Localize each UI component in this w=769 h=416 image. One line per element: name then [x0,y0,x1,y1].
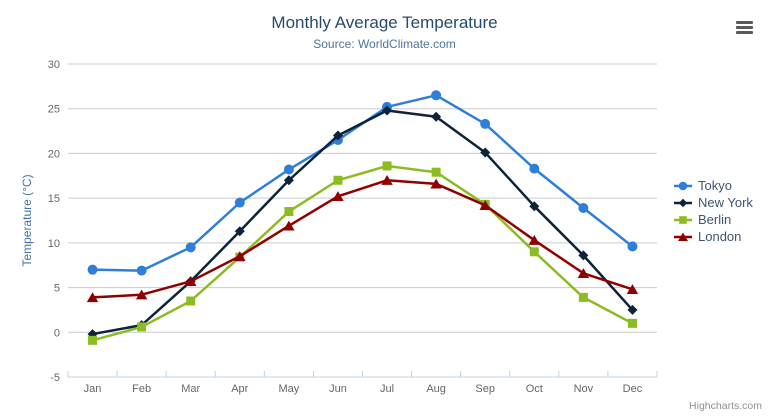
data-point-marker[interactable] [577,268,590,278]
series-new-york [87,105,638,340]
data-point-marker[interactable] [284,207,294,217]
series-line-tokyo [91,94,634,272]
x-axis-label: Aug [426,383,446,395]
data-point-marker[interactable] [578,250,589,261]
data-point-marker [678,198,688,207]
x-axis-label: Mar [181,383,200,395]
chart-subtitle: Source: WorldClimate.com [313,37,456,51]
y-axis-label: 20 [48,148,60,160]
y-axis-label: 5 [54,283,60,295]
data-point-marker[interactable] [480,147,491,158]
data-point-marker[interactable] [578,202,589,213]
data-point-marker[interactable] [578,292,588,302]
data-point-marker[interactable] [431,167,441,177]
x-axis-label: Jul [380,383,394,395]
legend: Tokyo New York Berlin London [673,177,753,245]
legend-symbol-circle-icon [674,181,692,190]
x-axis-label: Apr [231,383,248,395]
x-axis-label: Nov [574,383,594,395]
data-point-marker[interactable] [431,90,442,101]
data-point-marker[interactable] [529,163,540,174]
series-line-london [91,179,634,299]
data-point-marker[interactable] [627,318,637,328]
y-axis-label: 0 [54,327,60,339]
legend-symbol-diamond-icon [674,198,692,207]
data-point-marker[interactable] [234,226,245,237]
x-axis-label: Jun [329,383,347,395]
y-axis-label: -5 [50,372,60,384]
y-axis-label: 15 [48,193,60,205]
data-point-marker[interactable] [627,241,638,252]
data-point-marker[interactable] [333,175,343,185]
legend-label: Berlin [698,212,732,227]
legend-item-berlin[interactable]: Berlin [673,211,753,228]
credits-link[interactable]: Highcharts.com [689,400,762,412]
legend-item-tokyo[interactable]: Tokyo [673,177,753,194]
y-axis-label: 10 [48,238,60,250]
data-point-marker[interactable] [529,201,540,212]
data-point-marker[interactable] [431,111,442,122]
data-point-marker[interactable] [186,296,196,306]
data-point-marker[interactable] [332,191,344,202]
x-axis-label: Feb [132,383,151,395]
hamburger-bar [736,21,753,24]
legend-label: London [698,229,742,244]
data-point-marker[interactable] [480,118,491,129]
data-point-marker[interactable] [135,289,148,300]
y-axis-title: Temperature (°C) [20,174,34,266]
data-point-marker [679,215,687,224]
data-point-marker[interactable] [332,130,343,141]
data-point-marker[interactable] [626,284,639,295]
data-point-marker[interactable] [283,175,294,186]
series-line-berlin [91,164,634,342]
data-point-marker[interactable] [430,178,442,189]
data-point-marker[interactable] [86,292,99,303]
data-point-marker[interactable] [136,265,147,276]
x-axis-label: Jan [84,383,102,395]
series-line-new-york [91,109,634,336]
data-point-marker[interactable] [234,197,245,208]
data-point-marker[interactable] [529,247,539,257]
x-axis-label: Sep [475,383,495,395]
data-point-marker[interactable] [234,251,246,261]
data-point-marker[interactable] [283,220,295,231]
data-point-marker[interactable] [382,105,393,116]
data-point-marker[interactable] [528,234,541,245]
hamburger-bar [736,31,753,34]
data-point-marker [678,232,688,241]
legend-symbol-triangle-up-icon [674,232,692,241]
legend-item-new-york[interactable]: New York [673,194,753,211]
data-point-marker[interactable] [382,161,392,171]
data-point-marker[interactable] [283,164,294,175]
x-axis-label: May [278,383,299,395]
series-tokyo [87,90,638,276]
hamburger-bar [736,26,753,29]
y-axis-label: 25 [48,104,60,116]
legend-label: Tokyo [698,178,732,193]
data-point-marker[interactable] [479,200,491,210]
legend-label: New York [698,195,753,210]
data-point-marker[interactable] [627,304,638,315]
data-point-marker[interactable] [381,175,393,185]
x-axis-label: Oct [526,383,543,395]
data-point-marker [678,181,688,190]
data-point-marker[interactable] [88,335,98,345]
data-point-marker[interactable] [184,276,197,286]
data-point-marker[interactable] [87,264,98,275]
series-london [86,175,639,303]
hamburger-icon[interactable] [736,21,753,34]
legend-symbol-square-icon [674,215,692,224]
chart-title: Monthly Average Temperature [271,13,498,32]
data-point-marker[interactable] [185,242,196,253]
data-point-marker[interactable] [137,322,147,332]
y-axis-label: 30 [48,59,60,71]
x-axis-label: Dec [623,383,643,395]
legend-item-london[interactable]: London [673,228,753,245]
